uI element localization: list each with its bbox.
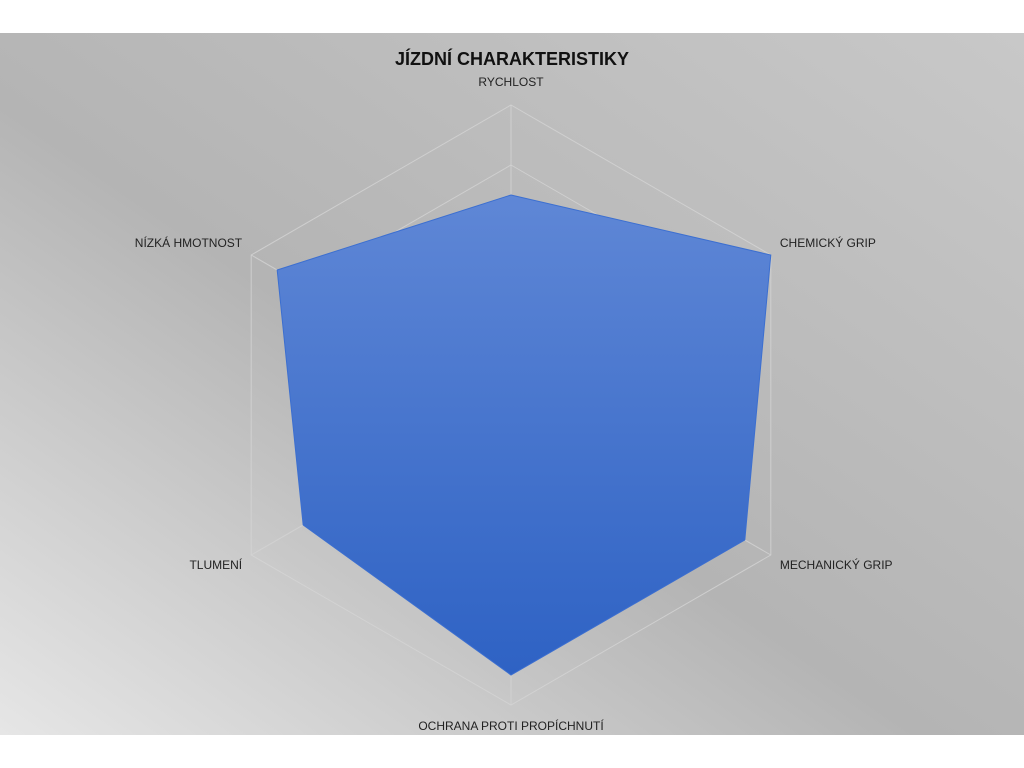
axis-label: NÍZKÁ HMOTNOST [135, 235, 243, 250]
chart-title: JÍZDNÍ CHARAKTERISTIKY [395, 48, 629, 69]
axis-label: TLUMENÍ [189, 557, 242, 572]
axis-label: OCHRANA PROTI PROPÍCHNUTÍ [418, 718, 604, 733]
axis-label: CHEMICKÝ GRIP [780, 235, 876, 250]
radar-area [276, 194, 772, 676]
axis-label: MECHANICKÝ GRIP [780, 557, 893, 572]
axis-label: RYCHLOST [478, 75, 544, 89]
